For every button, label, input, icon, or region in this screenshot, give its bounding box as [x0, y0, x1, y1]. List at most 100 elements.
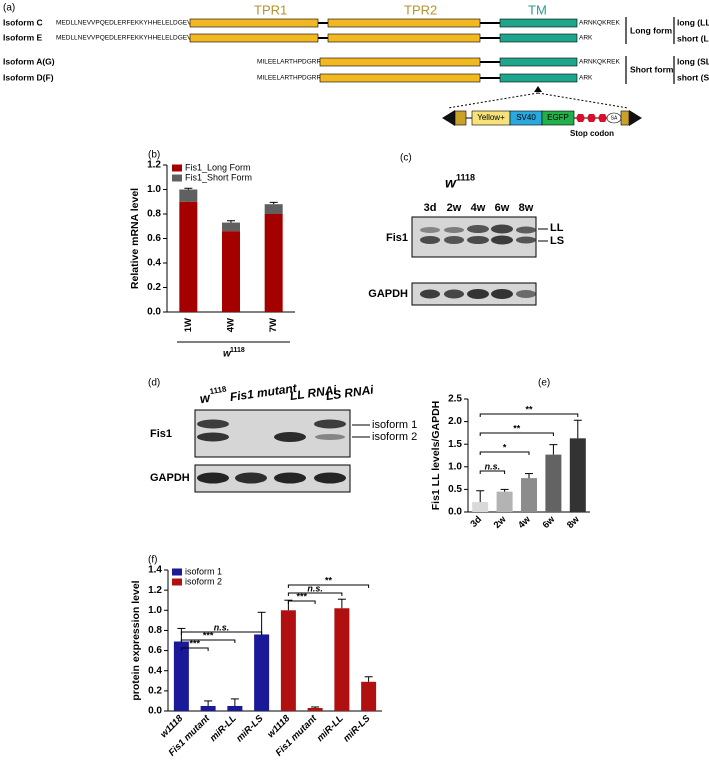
- x-tick-label: miR-LL: [315, 713, 346, 744]
- row-label: Fis1: [386, 232, 408, 244]
- significance-bracket: [180, 639, 236, 643]
- bar: [307, 707, 323, 711]
- tm: [499, 18, 578, 28]
- isoform-name: Isoform D(F): [3, 72, 54, 82]
- element-label: SA: [611, 115, 618, 121]
- isoform-name: Isoform A(G): [3, 56, 55, 66]
- strain-sup: 1118: [456, 172, 475, 182]
- y-tick-label: 0.6: [147, 233, 161, 244]
- significance-bracket: [479, 413, 579, 417]
- y-tick-label: 1.0: [148, 605, 162, 616]
- tpr2: [327, 33, 481, 43]
- tpr2: [319, 57, 481, 67]
- legend-label: Fis1_Short Form: [185, 172, 252, 182]
- x-axis-label: w: [223, 349, 232, 360]
- significance-bracket: [287, 600, 316, 604]
- y-axis-label: Fis1 LL levels/GAPDH: [430, 401, 442, 511]
- domain-label: TPR2: [404, 2, 437, 17]
- y-tick-label: 0.0: [147, 307, 161, 318]
- y-tick-label: 0.8: [148, 625, 162, 636]
- y-tick-label: 0.8: [147, 209, 161, 220]
- form-label: short (SS): [677, 72, 709, 82]
- x-tick-label: 4W: [226, 318, 237, 332]
- row-label: Fis1: [150, 428, 172, 440]
- lane-label: 8w: [519, 202, 534, 214]
- bar: [254, 634, 270, 711]
- isoform-row: Isoform E MEDLLNEVVPQEDLERFEKKYHHELELDGE…: [3, 32, 593, 43]
- band-label: LS: [550, 235, 564, 247]
- x-tick-label: 3d: [468, 514, 484, 530]
- legend-label: isoform 1: [185, 566, 222, 576]
- lane-label: 2w: [447, 202, 462, 214]
- y-tick-label: 1.2: [148, 585, 162, 596]
- bar: [227, 705, 243, 711]
- y-tick-label: 0.4: [147, 258, 161, 269]
- significance-bracket: [287, 592, 343, 596]
- x-tick-label: miR-LL: [208, 713, 239, 744]
- stop-codon: [587, 114, 596, 122]
- form-label: long (LL): [677, 17, 709, 27]
- tm: [499, 33, 578, 43]
- tpr2: [319, 73, 481, 83]
- legend-swatch: [172, 568, 182, 576]
- x-tick-label: 1W: [183, 318, 194, 332]
- band-label: isoform 1: [372, 419, 417, 431]
- zoom-line: [447, 92, 539, 109]
- bar-segment: [179, 189, 198, 202]
- x-tick-label: miR-LS: [341, 713, 373, 745]
- x-tick-label: 7W: [268, 318, 279, 332]
- panel-label: (e): [538, 378, 550, 389]
- significance-label: ***: [189, 638, 200, 648]
- lane-label: 6w: [495, 202, 510, 214]
- significance-bracket: [479, 470, 506, 474]
- y-tick-label: 0.5: [448, 484, 462, 495]
- panel-label: (c): [400, 153, 412, 164]
- x-tick-label: 2w: [492, 514, 509, 531]
- domain-label: TM: [528, 2, 547, 17]
- lane-label: 4w: [471, 202, 486, 214]
- panel-label: (a): [3, 3, 15, 14]
- panel-a: (a) TPR1 TPR2 TM Isoform C MEDLLNEVVPQED…: [3, 2, 709, 138]
- significance-label: ***: [203, 630, 214, 640]
- y-tick-label: 1.0: [448, 461, 462, 472]
- y-tick-label: 0.0: [448, 507, 462, 518]
- bar-segment: [222, 231, 240, 312]
- bar: [334, 608, 350, 711]
- bar: [361, 681, 377, 711]
- bands: [197, 419, 346, 442]
- element: [454, 110, 467, 126]
- panel-label: (b): [148, 150, 160, 161]
- bar-segment: [222, 222, 240, 232]
- bar: [173, 641, 189, 711]
- element-label: SV40: [516, 113, 536, 122]
- panel-label: (d): [148, 378, 160, 389]
- sequence: MEDLLNEVVPQEDLERFEKKYHHELELDGEVTTD: [56, 20, 204, 27]
- significance-bracket: [180, 647, 209, 651]
- sequence: MEDLLNEVVPQEDLERFEKKYHHELELDGEVTTD: [56, 35, 204, 42]
- significance-bracket: [479, 451, 530, 455]
- legend-swatch: [172, 174, 182, 182]
- bar-segment: [264, 214, 283, 312]
- strain-sup: 1118: [209, 384, 228, 396]
- sequence: ARNKQKREK: [579, 59, 620, 66]
- bar: [545, 454, 562, 512]
- domain-label: TPR1: [254, 2, 287, 17]
- y-tick-label: 1.0: [147, 184, 161, 195]
- significance-label: n.s.: [307, 583, 323, 593]
- strain: w: [199, 390, 212, 407]
- tpr1: [189, 33, 319, 43]
- significance-bracket: [479, 432, 554, 436]
- bar: [472, 502, 489, 512]
- sequence: ARNKQKREK: [579, 20, 620, 27]
- y-tick-label: 0.0: [148, 706, 162, 717]
- group-label: Long form: [630, 25, 672, 35]
- strain: w: [445, 175, 457, 191]
- y-tick-label: 1.4: [148, 565, 162, 576]
- sequence: MILEELARTHPDGRR: [257, 59, 321, 66]
- y-tick-label: 1.2: [147, 160, 161, 171]
- x-tick-label: 8w: [565, 514, 582, 531]
- bar: [200, 705, 216, 711]
- element: [620, 110, 630, 126]
- stop-label: Stop codon: [570, 129, 614, 138]
